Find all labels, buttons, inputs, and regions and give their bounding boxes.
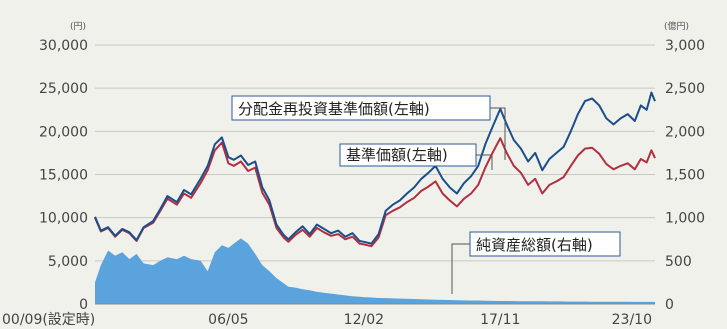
x-tick-label: 12/02: [344, 312, 384, 328]
left-tick-label: 5,000: [48, 254, 88, 270]
right-tick-label: 0: [665, 297, 674, 313]
annotation-box-assets: [469, 231, 621, 257]
right-tick-label: 1,000: [665, 211, 705, 227]
annotations: 分配金再投資基準価額(左軸) 基準価額(左軸) 純資産総額(右軸): [231, 95, 621, 294]
annotation-box-nav: [339, 143, 477, 167]
left-tick-label: 25,000: [39, 81, 88, 97]
x-tick-label: 23/10: [612, 312, 652, 328]
right-tick-label: 3,000: [665, 38, 705, 54]
annotation-box-reinvested: [231, 95, 491, 121]
left-tick-label: 10,000: [39, 211, 88, 227]
annotation-leader-assets: [451, 243, 470, 294]
x-tick-label: 17/11: [480, 312, 520, 328]
gridlines: [95, 44, 655, 262]
price-lines-layer: [94, 91, 656, 248]
right-axis-unit: (億円): [664, 20, 689, 32]
annotation-leader-reinvested: [490, 107, 506, 160]
right-tick-label: 2,000: [665, 124, 705, 140]
right-tick-label: 1,500: [665, 168, 705, 184]
x-tick-label: 06/05: [208, 312, 248, 328]
axis-labels: 0 5,000 10,000 15,000 20,000 25,000 30,000 0 500…: [2, 38, 705, 328]
left-tick-label: 15,000: [39, 168, 88, 184]
annotation-label-assets: 純資産総額(右軸): [476, 236, 593, 254]
left-tick-label: 30,000: [39, 38, 88, 54]
series-reinvested-line: [94, 91, 656, 245]
right-tick-label: 2,500: [665, 81, 705, 97]
left-tick-label: 20,000: [39, 124, 88, 140]
annotation-leader-nav: [476, 154, 493, 170]
x-tick-label: 00/09(設定時): [2, 312, 95, 328]
right-tick-label: 500: [665, 254, 692, 270]
series-nav-line: [94, 137, 656, 248]
series-net-assets-area: [95, 238, 655, 304]
left-axis-unit: (円): [70, 21, 86, 32]
assets-area-layer: [95, 238, 655, 305]
left-tick-label: 0: [79, 297, 88, 313]
annotation-label-nav: 基準価額(左軸): [346, 146, 448, 164]
annotation-label-reinvested: 分配金再投資基準価額(左軸): [238, 100, 430, 118]
